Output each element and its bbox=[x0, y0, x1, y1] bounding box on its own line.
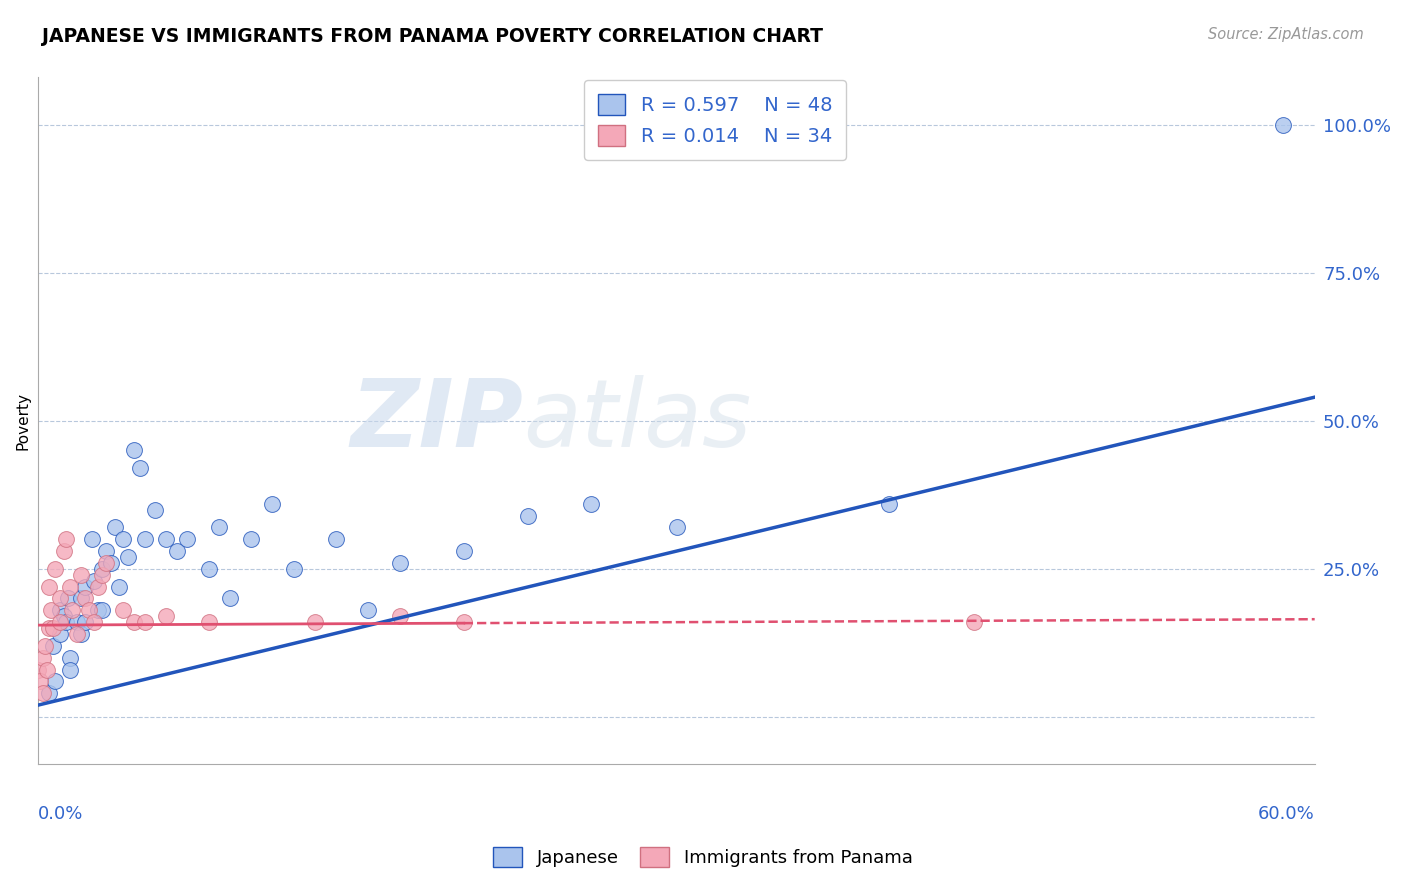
Point bbox=[453, 544, 475, 558]
Point bbox=[52, 609, 75, 624]
Point bbox=[325, 533, 347, 547]
Point bbox=[31, 686, 53, 700]
Point bbox=[665, 520, 688, 534]
Point bbox=[96, 556, 118, 570]
Point bbox=[39, 603, 62, 617]
Point bbox=[75, 580, 97, 594]
Point bbox=[87, 580, 110, 594]
Point bbox=[262, 497, 284, 511]
Point bbox=[75, 615, 97, 629]
Point bbox=[104, 520, 127, 534]
Point bbox=[60, 603, 83, 617]
Point bbox=[516, 508, 538, 523]
Point bbox=[38, 580, 60, 594]
Point bbox=[91, 567, 114, 582]
Point bbox=[197, 615, 219, 629]
Point bbox=[79, 603, 101, 617]
Point bbox=[112, 603, 135, 617]
Point bbox=[100, 556, 122, 570]
Point bbox=[55, 533, 77, 547]
Text: 0.0%: 0.0% bbox=[38, 805, 84, 823]
Point bbox=[87, 603, 110, 617]
Point bbox=[42, 639, 65, 653]
Point bbox=[91, 603, 114, 617]
Point bbox=[963, 615, 986, 629]
Point bbox=[30, 674, 52, 689]
Point bbox=[44, 674, 66, 689]
Point bbox=[134, 533, 156, 547]
Point bbox=[283, 562, 305, 576]
Point bbox=[155, 533, 177, 547]
Point bbox=[42, 621, 65, 635]
Point bbox=[1271, 118, 1294, 132]
Point bbox=[48, 627, 70, 641]
Point bbox=[38, 621, 60, 635]
Point bbox=[388, 609, 411, 624]
Point bbox=[357, 603, 380, 617]
Text: Source: ZipAtlas.com: Source: ZipAtlas.com bbox=[1208, 27, 1364, 42]
Point bbox=[59, 650, 82, 665]
Point bbox=[96, 544, 118, 558]
Point bbox=[91, 562, 114, 576]
Point bbox=[70, 591, 93, 606]
Point bbox=[55, 615, 77, 629]
Y-axis label: Poverty: Poverty bbox=[15, 392, 30, 450]
Text: atlas: atlas bbox=[523, 376, 752, 467]
Point bbox=[52, 544, 75, 558]
Point bbox=[31, 650, 53, 665]
Point bbox=[240, 533, 263, 547]
Point bbox=[122, 443, 145, 458]
Point bbox=[70, 627, 93, 641]
Point bbox=[27, 663, 49, 677]
Legend: Japanese, Immigrants from Panama: Japanese, Immigrants from Panama bbox=[486, 839, 920, 874]
Point bbox=[35, 663, 58, 677]
Text: ZIP: ZIP bbox=[350, 375, 523, 467]
Text: 60.0%: 60.0% bbox=[1258, 805, 1315, 823]
Point bbox=[218, 591, 240, 606]
Point bbox=[75, 591, 97, 606]
Point bbox=[59, 663, 82, 677]
Point bbox=[143, 502, 166, 516]
Point bbox=[208, 520, 231, 534]
Point bbox=[83, 574, 105, 588]
Point bbox=[48, 603, 70, 617]
Point bbox=[70, 567, 93, 582]
Point bbox=[117, 549, 139, 564]
Point bbox=[877, 497, 900, 511]
Point bbox=[38, 686, 60, 700]
Point bbox=[134, 615, 156, 629]
Point bbox=[83, 615, 105, 629]
Point bbox=[65, 627, 87, 641]
Legend: R = 0.597    N = 48, R = 0.014    N = 34: R = 0.597 N = 48, R = 0.014 N = 34 bbox=[583, 80, 845, 160]
Point bbox=[388, 556, 411, 570]
Point bbox=[176, 533, 198, 547]
Point bbox=[453, 615, 475, 629]
Point bbox=[80, 533, 103, 547]
Point bbox=[112, 533, 135, 547]
Point bbox=[48, 615, 70, 629]
Point bbox=[166, 544, 188, 558]
Point bbox=[34, 639, 56, 653]
Point bbox=[59, 580, 82, 594]
Point bbox=[129, 461, 152, 475]
Point bbox=[56, 591, 79, 606]
Point bbox=[108, 580, 131, 594]
Point bbox=[304, 615, 326, 629]
Point bbox=[122, 615, 145, 629]
Point bbox=[581, 497, 603, 511]
Text: JAPANESE VS IMMIGRANTS FROM PANAMA POVERTY CORRELATION CHART: JAPANESE VS IMMIGRANTS FROM PANAMA POVER… bbox=[42, 27, 823, 45]
Point bbox=[65, 615, 87, 629]
Point bbox=[44, 562, 66, 576]
Point bbox=[48, 591, 70, 606]
Point bbox=[197, 562, 219, 576]
Point bbox=[155, 609, 177, 624]
